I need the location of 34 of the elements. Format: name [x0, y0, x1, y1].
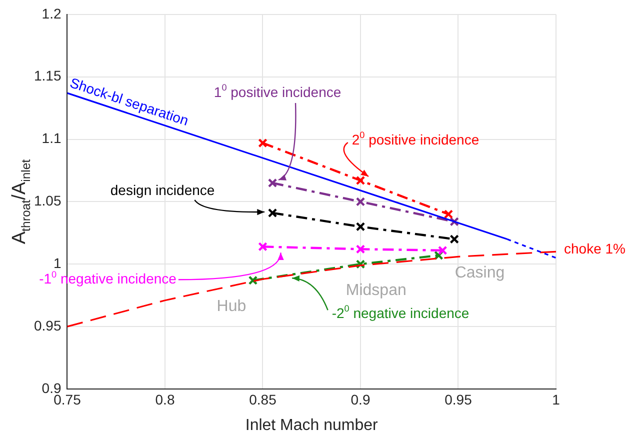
- annotation: Midspan: [346, 282, 406, 299]
- point: [450, 234, 459, 244]
- text: design incidence: [110, 182, 215, 198]
- point: [268, 178, 278, 188]
- annotation: Casing: [454, 264, 505, 282]
- y-tick-label: 1.2: [42, 5, 62, 22]
- x-tick-label: 0.9: [350, 391, 370, 408]
- annotation: Hub: [216, 298, 246, 315]
- point: [268, 208, 278, 218]
- point: [356, 244, 366, 254]
- point: [450, 217, 459, 226]
- y-tick-label: 0.9: [42, 380, 62, 396]
- point: [258, 242, 268, 252]
- y-tick-label: 1.15: [34, 68, 62, 84]
- point: [356, 197, 366, 206]
- y-axis-title: Athroat/Ainlet: [9, 158, 34, 244]
- point: [356, 222, 366, 232]
- point: [356, 176, 366, 186]
- y-tick-label: 0.95: [34, 317, 62, 334]
- point: [258, 138, 268, 148]
- point: [356, 260, 366, 269]
- point: [444, 210, 454, 219]
- y-tick-label: 1.05: [34, 192, 62, 209]
- x-tick-label: 0.8: [155, 391, 175, 408]
- y-tick-label: 1.1: [42, 130, 62, 146]
- x-tick-label: 0.85: [249, 391, 277, 408]
- x-tick-label: 0.95: [444, 391, 472, 408]
- x-axis-title: Inlet Mach number: [245, 416, 379, 434]
- point: [434, 250, 444, 260]
- point: [248, 276, 258, 285]
- series-label: choke 1%: [564, 240, 626, 257]
- y-tick-label: 1: [53, 254, 62, 271]
- x-tick-label: 1: [552, 391, 560, 408]
- point: [438, 246, 448, 256]
